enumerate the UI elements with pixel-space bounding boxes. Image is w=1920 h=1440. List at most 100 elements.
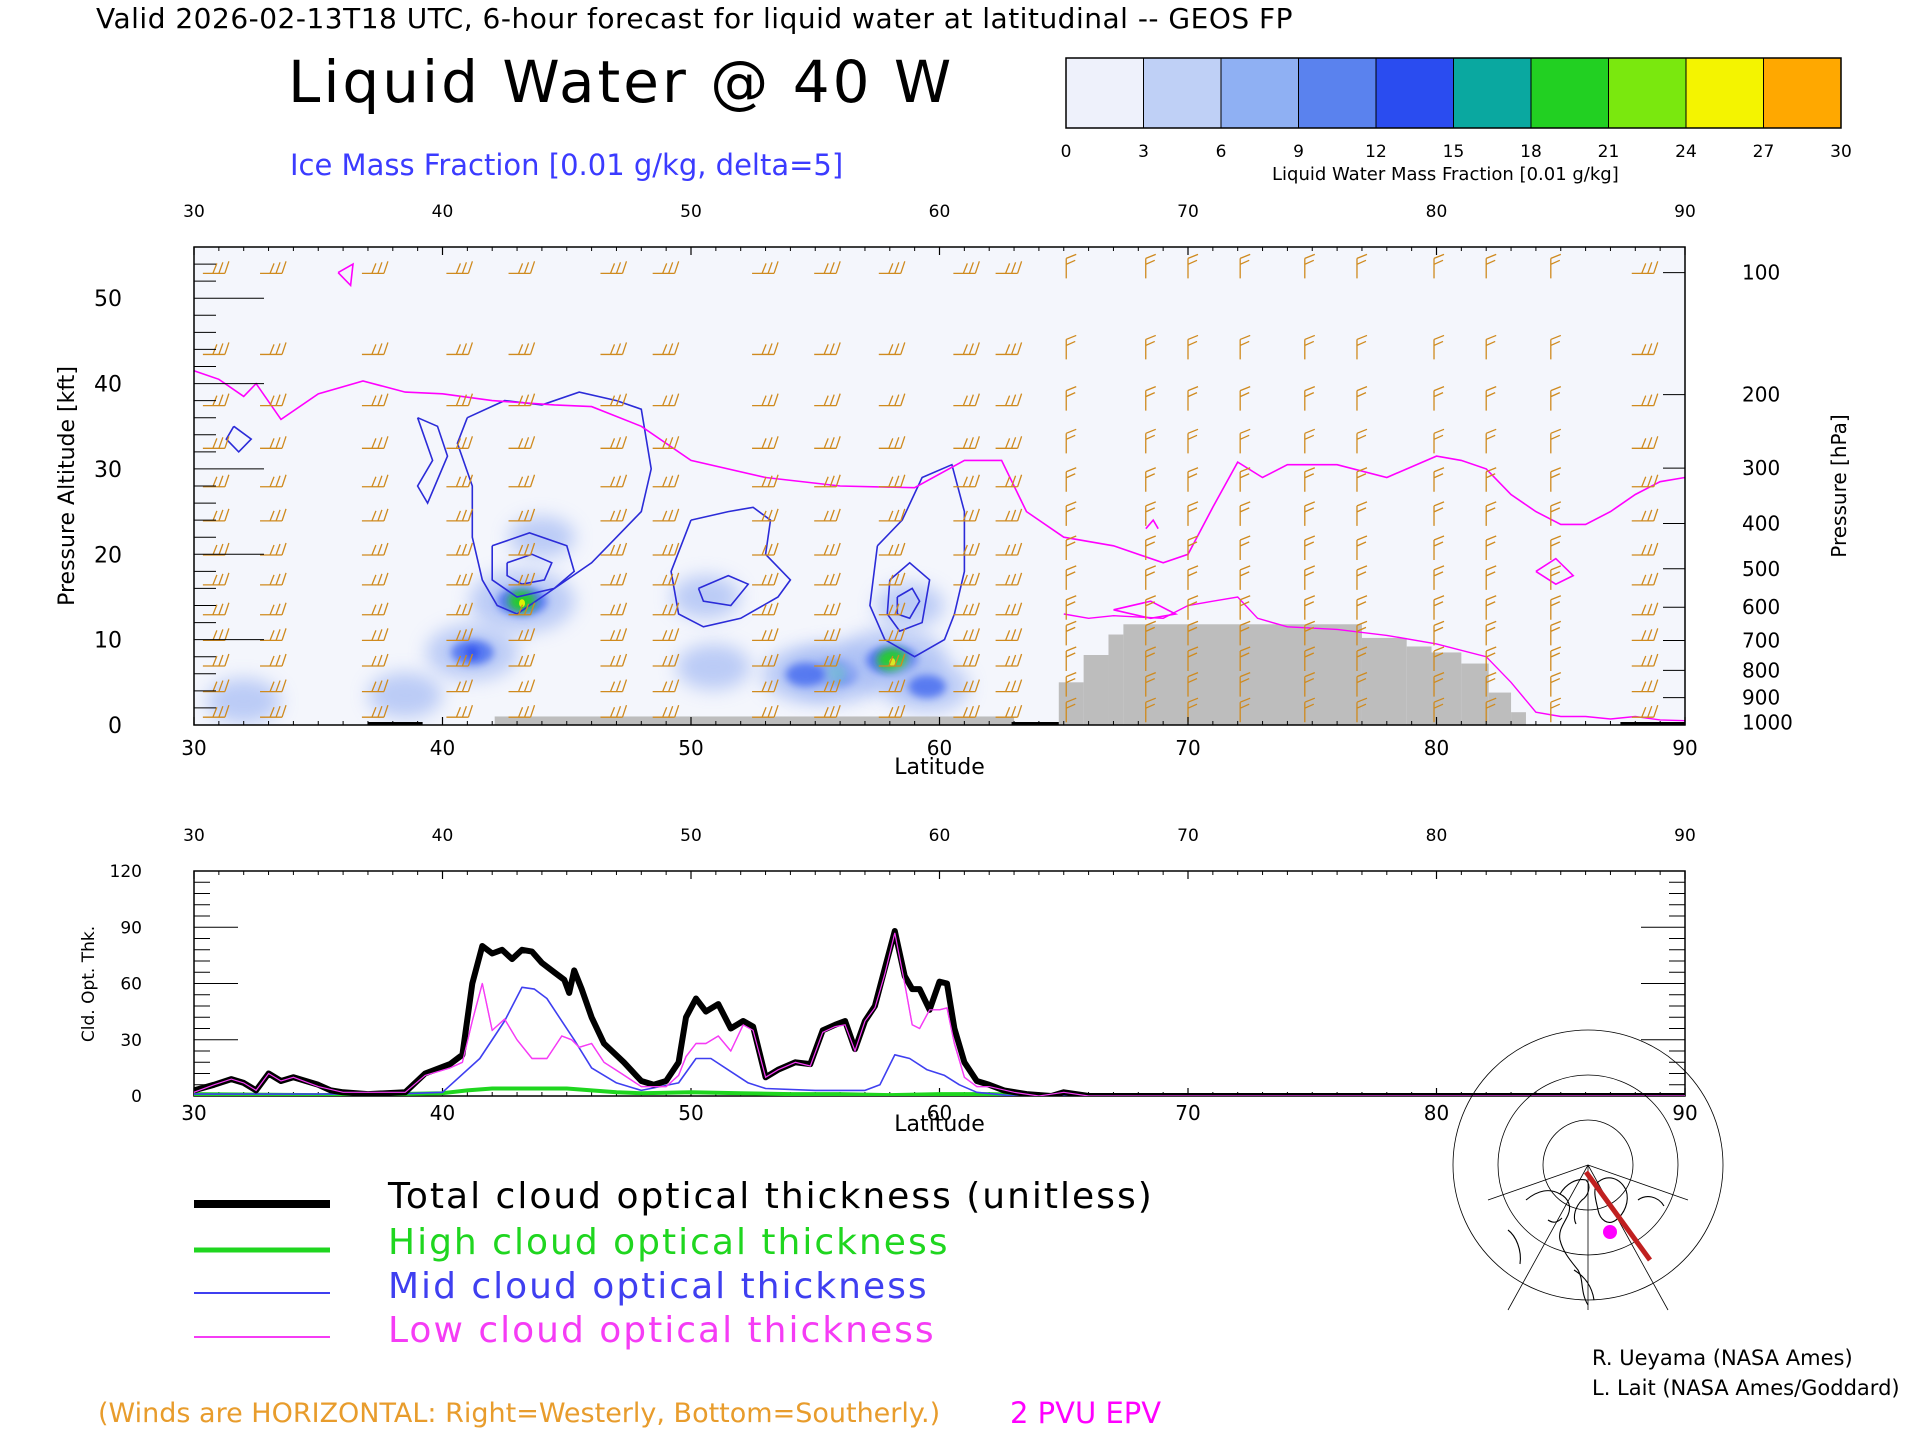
wind-barb (1631, 704, 1659, 718)
wind-barb (361, 602, 389, 616)
wind-barb (446, 572, 474, 586)
wind-barb (814, 474, 841, 488)
wind-barb (1065, 428, 1077, 454)
x-tick-label-top: 90 (1674, 826, 1696, 846)
liquid-water-halo (676, 644, 751, 690)
wind-barb (1356, 334, 1368, 360)
wind-barb (508, 653, 536, 667)
wind-barb (1239, 501, 1251, 526)
wind-barb (1065, 565, 1077, 590)
x-tick-label-top: 40 (432, 826, 454, 846)
wind-barb (752, 436, 779, 449)
wind-barb (752, 704, 779, 718)
wind-barb (361, 572, 389, 586)
wind-barb (1631, 679, 1659, 693)
wind-barb (1550, 386, 1562, 411)
wind-barb (1550, 501, 1562, 526)
wind-barb (1145, 697, 1157, 723)
wind-barb (995, 628, 1023, 642)
wind-barb (361, 261, 389, 274)
wind-barb (1433, 535, 1445, 561)
terrain-block (1511, 712, 1526, 725)
colorbar-cell (1608, 57, 1687, 129)
wind-barb (202, 628, 230, 642)
wind-barb (953, 393, 980, 407)
wind-barb (1356, 386, 1368, 411)
wind-barb (995, 342, 1023, 356)
wind-barb (1239, 697, 1251, 723)
colorbar-tick-label: 30 (1830, 142, 1852, 162)
wind-barb (878, 602, 906, 616)
wind-barb (652, 393, 680, 407)
wind-barb (652, 508, 680, 522)
colorbar-cell (1453, 57, 1532, 129)
y-tick-label: 120 (110, 862, 142, 882)
wind-barb (1485, 428, 1497, 454)
wind-barb (752, 572, 779, 586)
wind-barb (361, 508, 389, 522)
wind-barb (202, 572, 230, 586)
x-tick-label-top: 60 (929, 202, 951, 222)
wind-barb (995, 542, 1023, 556)
terrain-block (1108, 634, 1124, 725)
wind-barb (1065, 646, 1077, 671)
x-tick-label: 30 (181, 1101, 206, 1125)
wind-barb (202, 704, 230, 718)
legend-label-low: Low cloud optical thickness (388, 1310, 936, 1351)
wind-barb (446, 679, 474, 693)
wind-barb (652, 628, 680, 642)
surface-segment (367, 722, 423, 725)
y2-tick-label: 900 (1742, 686, 1780, 710)
wind-barb (1304, 671, 1316, 697)
wind-barb (1304, 595, 1316, 620)
wind-barb (1304, 467, 1316, 492)
terrain-block (1361, 637, 1407, 725)
map-location-marker (1603, 1225, 1617, 1239)
x-tick-label: 30 (181, 736, 206, 760)
wind-barb (508, 474, 536, 488)
wind-barb (1304, 535, 1316, 561)
wind-barb (1187, 620, 1199, 646)
colorbar-tick-label: 6 (1216, 142, 1227, 162)
wind-barb (878, 342, 906, 356)
wind-barb (600, 679, 628, 693)
y-tick-label: 90 (120, 918, 142, 938)
wind-barb (361, 653, 389, 667)
wind-barb (1304, 386, 1316, 411)
terrain-block (1431, 652, 1462, 725)
wind-barb (202, 261, 230, 274)
colorbar-cell (1298, 57, 1377, 129)
wind-barb (953, 628, 980, 642)
wind-barb (652, 572, 680, 586)
wind-barb (652, 542, 680, 556)
colorbar-frame (1065, 57, 1842, 129)
wind-barb (1065, 467, 1077, 492)
terrain-block (1406, 646, 1432, 725)
terrain-block (1123, 624, 1362, 725)
locator-map (1452, 1029, 1724, 1311)
optical-thickness-series (194, 928, 1685, 1096)
wind-barb (600, 704, 628, 718)
wind-barb (814, 436, 841, 449)
x-tick-label-top: 40 (432, 202, 454, 222)
x-axis-label: Latitude (894, 755, 985, 780)
wind-barb (600, 261, 628, 274)
wind-barb (446, 704, 474, 718)
y-axis-label: Pressure Altitude [kft] (55, 366, 80, 606)
wind-barb (1145, 253, 1157, 279)
wind-barb (1145, 620, 1157, 646)
y-tick-label: 50 (94, 287, 122, 312)
wind-barb (878, 436, 906, 449)
wind-barb (995, 572, 1023, 586)
colorbar-tick-label: 12 (1365, 142, 1387, 162)
wind-barb (1433, 386, 1445, 411)
wind-barb (1550, 467, 1562, 492)
wind-barb (652, 704, 680, 718)
wind-barb (878, 474, 906, 488)
wind-barb (878, 628, 906, 642)
y2-tick-label: 1000 (1742, 710, 1793, 734)
x-tick-label-top: 70 (1177, 202, 1199, 222)
wind-barb (1239, 428, 1251, 454)
wind-barb (995, 679, 1023, 693)
